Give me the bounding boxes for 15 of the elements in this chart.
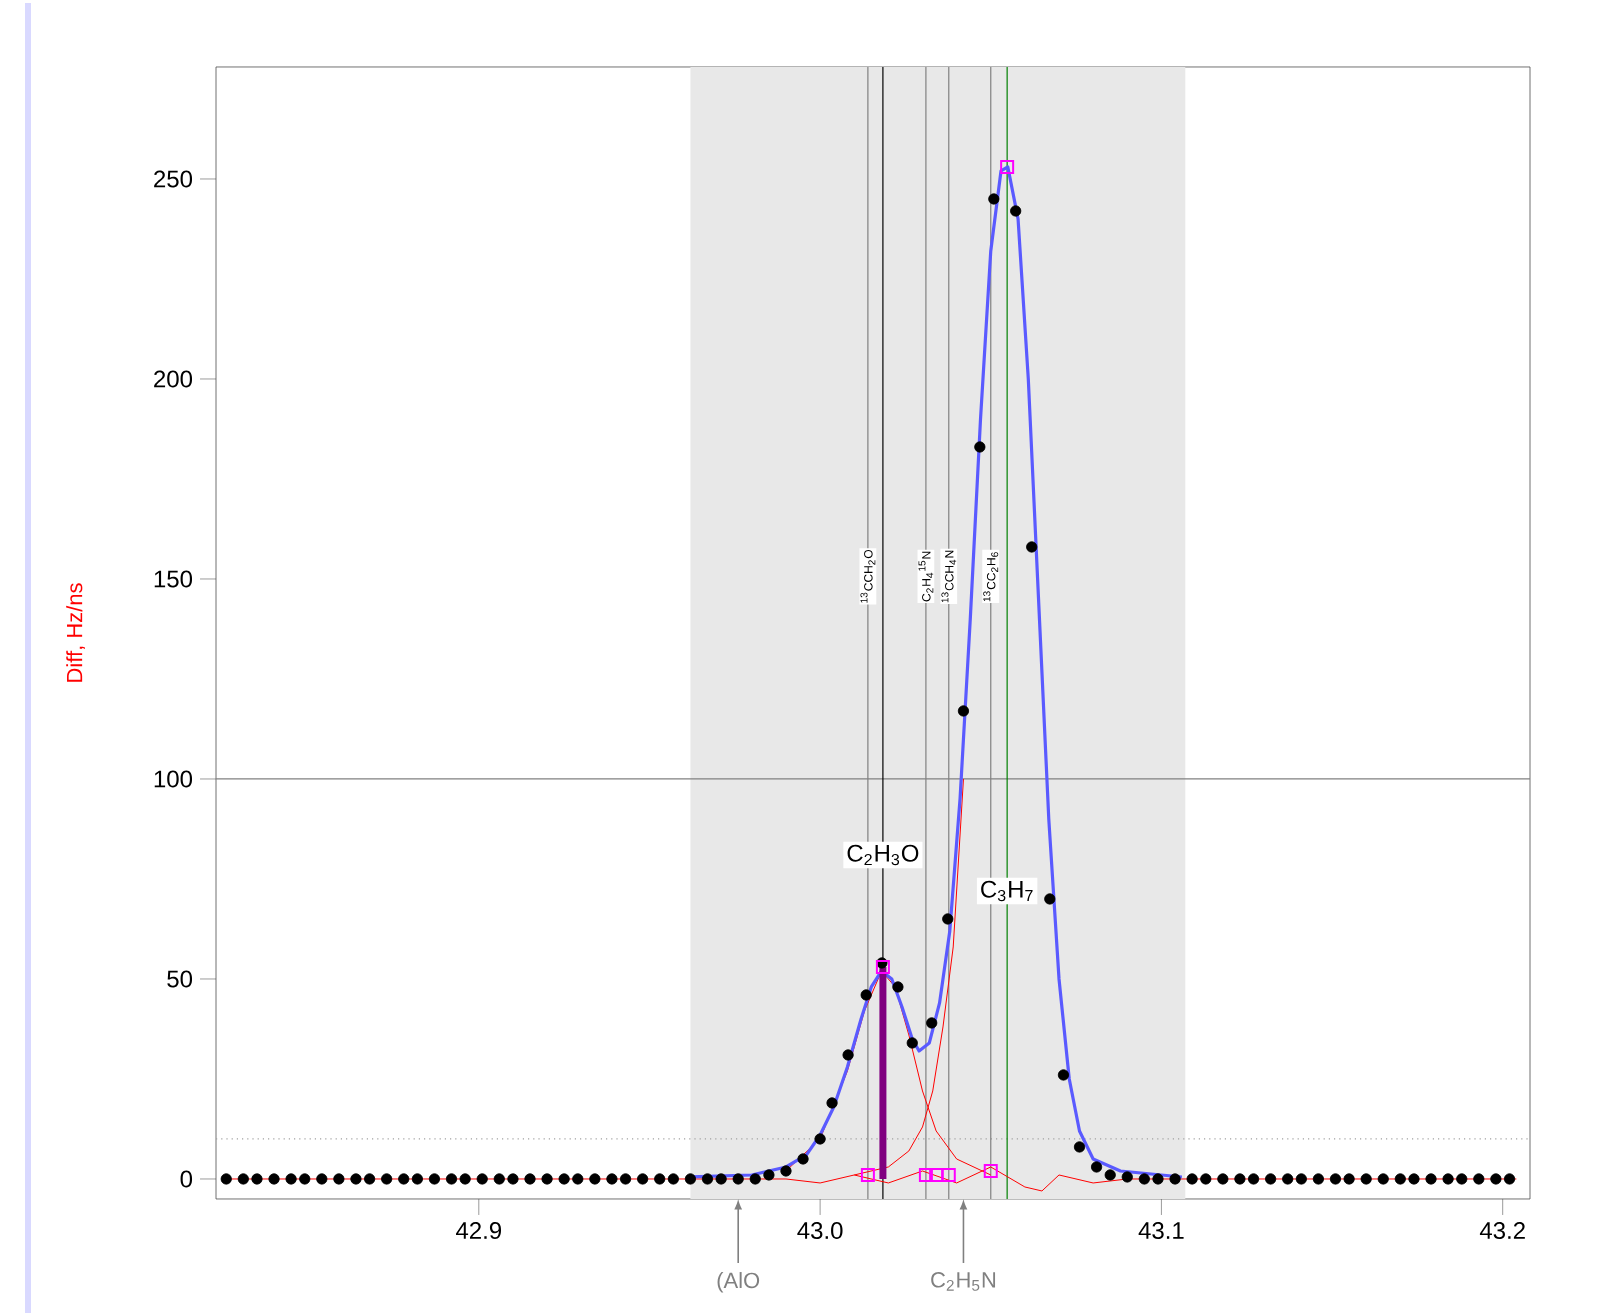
x-tick-label: 43.2 (1479, 1222, 1525, 1240)
y-tick-label: 150 (154, 570, 193, 588)
annotation: C$_{2}$H$_{3}$O (847, 844, 919, 866)
annotation: C$_{2}$H$_{5}$N (931, 1272, 996, 1291)
annotation: (AlO (717, 1272, 760, 1293)
x-tick-label: 43.0 (797, 1222, 843, 1240)
y-tick-label: 250 (154, 170, 193, 188)
annotation: C$_{3}$H$_{7}$ (981, 880, 1033, 902)
x-tick-label: 43.1 (1138, 1222, 1184, 1240)
x-tick-label: 42.9 (456, 1222, 502, 1240)
y-tick-label: 0 (180, 1170, 193, 1188)
y-axis-title: Diff, Hz/ns (66, 583, 85, 682)
y-tick-label: 50 (167, 970, 193, 988)
y-tick-label: 100 (154, 770, 193, 788)
y-tick-label: 200 (154, 370, 193, 388)
